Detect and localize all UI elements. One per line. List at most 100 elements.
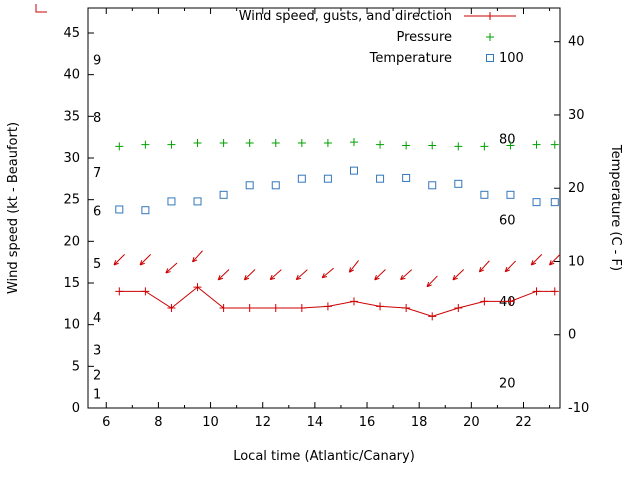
x-tick-label: 6 xyxy=(102,415,110,430)
x-tick-label: 14 xyxy=(307,415,324,430)
pressure-point xyxy=(271,139,280,147)
wind-speed-point xyxy=(480,297,489,306)
legend-label-pressure: Pressure xyxy=(396,30,452,45)
fahrenheit-label: 40 xyxy=(499,295,516,310)
temperature-point xyxy=(141,206,150,215)
wind-direction-arrow xyxy=(217,269,230,281)
temperature-point xyxy=(219,190,228,199)
legend-sample-pressure-plus xyxy=(486,33,494,41)
wind-direction-arrow xyxy=(321,267,334,279)
wind-speed-point xyxy=(506,297,515,306)
wind-direction-arrow xyxy=(549,254,561,266)
wind-direction-arrow xyxy=(478,260,490,273)
wind-speed-point xyxy=(349,297,358,306)
fahrenheit-label: 80 xyxy=(499,132,516,147)
wind-speed-point xyxy=(402,304,411,312)
celsius-tick-label: 40 xyxy=(568,35,585,50)
kt-tick-label: 40 xyxy=(63,68,80,83)
beaufort-label: 1 xyxy=(93,388,101,403)
beaufort-label: 8 xyxy=(93,111,101,126)
kt-tick-label: 5 xyxy=(72,359,80,374)
wind-direction-arrow xyxy=(530,254,543,266)
pressure-point xyxy=(193,139,202,147)
celsius-tick-label: 10 xyxy=(568,254,585,269)
wind-speed-point xyxy=(428,312,437,321)
fahrenheit-label: 20 xyxy=(499,377,516,392)
y-right-axis-label: Temperature (C - F) xyxy=(608,144,623,271)
legend: Wind speed, gusts, and direction Pressur… xyxy=(239,9,452,66)
fahrenheit-label: 100 xyxy=(499,51,524,66)
wind-direction-arrow xyxy=(426,275,438,288)
temperature-point xyxy=(454,179,463,188)
pressure-point xyxy=(219,139,228,147)
pressure-point xyxy=(480,142,489,151)
wind-speed-point xyxy=(550,287,559,296)
wind-direction-arrow xyxy=(400,269,413,281)
kt-tick-label: 45 xyxy=(63,26,80,41)
x-axis-label: Local time (Atlantic/Canary) xyxy=(233,449,415,464)
x-tick-label: 16 xyxy=(359,415,376,430)
pressure-point xyxy=(141,140,150,149)
wind-direction-arrow xyxy=(374,269,386,281)
celsius-tick-label: -10 xyxy=(568,401,589,416)
temperature-point xyxy=(323,174,332,183)
chart-generated-content: 6 8 10 12 14 16 18 20 22051015202530354045123456… xyxy=(35,4,589,430)
wind-direction-arrow xyxy=(139,254,152,266)
beaufort-label: 4 xyxy=(93,311,101,326)
legend-sample-temperature-square xyxy=(486,54,494,62)
pressure-point xyxy=(402,141,411,150)
beaufort-label: 5 xyxy=(93,257,101,272)
fahrenheit-label: 60 xyxy=(499,214,516,229)
pressure-point xyxy=(167,140,176,149)
wind-speed-point xyxy=(376,302,385,311)
wind-speed-point xyxy=(323,302,332,311)
temperature-point xyxy=(271,181,280,190)
pressure-point xyxy=(506,141,515,150)
x-tick-label: 18 xyxy=(411,415,428,430)
beaufort-label: 6 xyxy=(93,204,101,219)
wind-direction-arrow xyxy=(192,250,203,263)
temperature-point xyxy=(349,166,358,175)
pressure-point xyxy=(532,140,541,149)
wind-direction-arrow xyxy=(243,269,256,281)
wind-speed-point xyxy=(297,304,306,312)
pressure-point xyxy=(245,139,254,147)
temperature-point xyxy=(167,197,176,206)
plot-border xyxy=(87,7,561,409)
kt-tick-label: 20 xyxy=(63,234,80,249)
celsius-tick-label: 0 xyxy=(568,328,576,343)
temperature-point xyxy=(193,197,202,206)
kt-tick-label: 10 xyxy=(63,318,80,333)
wind-speed-line xyxy=(119,286,555,317)
temperature-point xyxy=(245,181,254,190)
temperature-point xyxy=(532,198,541,207)
pressure-point xyxy=(454,142,463,151)
wind-direction-arrow xyxy=(165,262,178,274)
temperature-point xyxy=(550,198,559,207)
x-tick-label: 8 xyxy=(154,415,162,430)
temperature-point xyxy=(428,181,437,190)
x-tick-label: 12 xyxy=(254,415,271,430)
wind-speed-point xyxy=(115,287,124,296)
wind-speed-point xyxy=(193,283,202,292)
kt-tick-label: 15 xyxy=(63,276,80,291)
pressure-point xyxy=(297,139,306,147)
temperature-point xyxy=(297,174,306,183)
wind-speed-point xyxy=(532,287,541,296)
temperature-point xyxy=(376,174,385,183)
temperature-point xyxy=(480,190,489,199)
temperature-point xyxy=(506,190,515,199)
beaufort-label: 3 xyxy=(93,344,101,359)
kt-tick-label: 30 xyxy=(63,151,80,166)
stray-red-mark xyxy=(35,4,47,13)
beaufort-label: 7 xyxy=(93,166,101,181)
legend-sample-wind-plus xyxy=(486,12,494,20)
pressure-point xyxy=(376,140,385,149)
wind-direction-arrow xyxy=(504,260,517,273)
celsius-tick-label: 20 xyxy=(568,181,585,196)
temperature-point xyxy=(402,173,411,182)
beaufort-label: 2 xyxy=(93,369,101,384)
kt-tick-label: 35 xyxy=(63,109,80,124)
wind-direction-arrow xyxy=(113,254,125,266)
